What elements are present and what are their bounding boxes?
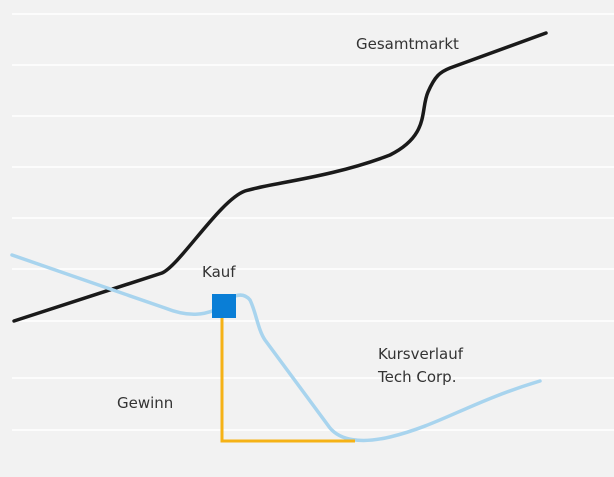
buy-label: Kauf	[202, 263, 236, 281]
market-line	[12, 31, 548, 323]
stock-label: Kursverlauf	[378, 345, 464, 363]
guide-lines	[12, 13, 614, 431]
profit-label: Gewinn	[117, 394, 173, 412]
market-label: Gesamtmarkt	[356, 35, 459, 53]
stock-label: Tech Corp.	[377, 368, 456, 386]
buy-marker	[212, 294, 236, 318]
profit-line	[220, 306, 355, 443]
